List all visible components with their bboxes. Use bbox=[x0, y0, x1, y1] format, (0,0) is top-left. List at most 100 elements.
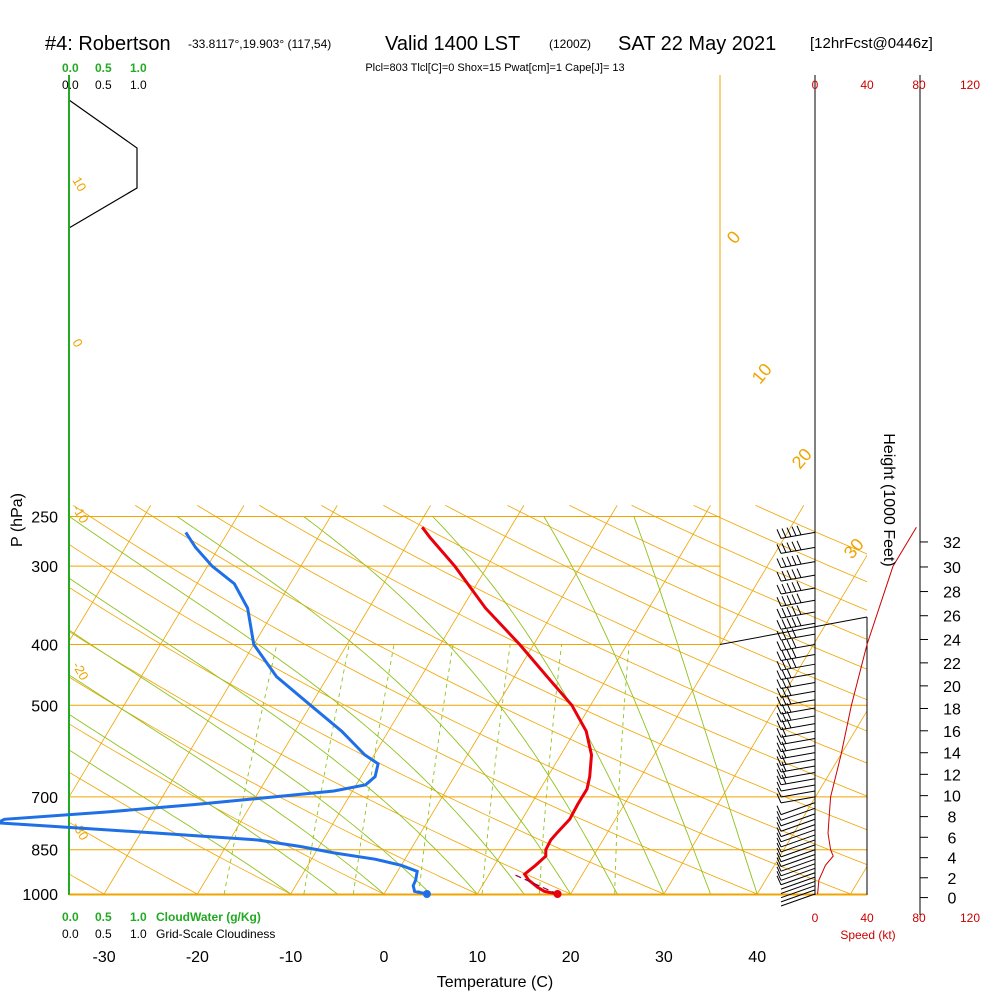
cloudiness-label: Grid-Scale Cloudiness bbox=[156, 927, 275, 941]
wind-barb-feather bbox=[776, 811, 782, 821]
cloudwater-scale-bottom: 0.5 bbox=[95, 910, 112, 924]
wind-barb bbox=[780, 863, 816, 877]
cloudiness-scale-top: 0.5 bbox=[95, 78, 112, 92]
wind-barb-feather bbox=[791, 594, 797, 604]
moist-adiabat-line bbox=[69, 516, 525, 895]
right-y-axis-title: Height (1000 Feet) bbox=[880, 433, 897, 566]
theta-line bbox=[569, 505, 867, 640]
wind-barb bbox=[780, 844, 816, 858]
wind-barb-feather bbox=[786, 659, 792, 669]
wind-barb-feather bbox=[781, 583, 787, 594]
isotherm-label: 30 bbox=[840, 534, 868, 562]
cloudiness-scale-bottom: 0.5 bbox=[95, 927, 112, 941]
moist-adiabat-line bbox=[543, 516, 711, 895]
wind-barb bbox=[780, 707, 816, 715]
wind-barb-feather bbox=[781, 650, 787, 660]
wind-barb bbox=[780, 807, 816, 821]
wind-barb-feather bbox=[776, 775, 782, 785]
pressure-grid bbox=[68, 75, 868, 895]
wind-barb-feather bbox=[786, 607, 792, 617]
theta-line bbox=[69, 543, 761, 895]
wind-barb-feather bbox=[781, 660, 787, 670]
wind-barb-feather bbox=[776, 704, 782, 715]
wind-barb-feather bbox=[796, 568, 802, 578]
isotherm-label: -30 bbox=[69, 819, 91, 843]
isotherm-label: 10 bbox=[69, 174, 89, 194]
dry-adiabat-grid bbox=[69, 516, 758, 895]
wind-barb bbox=[780, 790, 816, 798]
wind-barb-feather bbox=[796, 554, 802, 565]
cloudwater-scale-bottom: 1.0 bbox=[130, 910, 147, 924]
wind-barb bbox=[780, 587, 816, 595]
wind-barb-feather bbox=[786, 677, 792, 687]
wind-barb-feather bbox=[786, 542, 792, 552]
temperature-tick-label: -30 bbox=[93, 949, 116, 966]
isotherm-label: -10 bbox=[69, 502, 91, 526]
wind-barb bbox=[780, 818, 816, 832]
wind-barb bbox=[780, 663, 816, 671]
pressure-tick-label: 500 bbox=[31, 698, 58, 715]
wind-barb-feather bbox=[781, 678, 787, 688]
wind-barb bbox=[780, 824, 816, 838]
height-tick-label: 12 bbox=[943, 767, 961, 784]
cloudiness-scale-top: 1.0 bbox=[130, 78, 147, 92]
wind-barb bbox=[780, 813, 816, 827]
wind-barb-feather bbox=[776, 571, 782, 582]
moist-adiabat-line bbox=[69, 629, 431, 895]
wind-barb-feather bbox=[776, 742, 782, 752]
scale-labels: 0.0 0.0 0.0 0.0 0.5 0.5 0.5 0.5 1.0 1.0 1.0 1.0 Clou… bbox=[62, 61, 980, 942]
wind-barb-feather bbox=[776, 544, 782, 554]
wind-barb-feather bbox=[776, 787, 782, 798]
isotherm-label: 0 bbox=[69, 336, 86, 350]
cloudwater-scale-top: 0.5 bbox=[95, 61, 112, 75]
title-date: SAT 22 May 2021 bbox=[618, 33, 776, 55]
title-fcst: [12hrFcst@0446z] bbox=[810, 35, 933, 52]
isotherm-line bbox=[849, 865, 867, 895]
wind-barb-feather bbox=[776, 857, 782, 867]
wind-barb-feather bbox=[786, 668, 792, 678]
wind-barb-feather bbox=[776, 861, 782, 872]
height-tick-label: 18 bbox=[943, 702, 961, 719]
wind-barb-feather bbox=[776, 781, 782, 792]
wind-barb-feather bbox=[776, 762, 782, 773]
theta-line bbox=[73, 505, 855, 895]
wind-barb-feather bbox=[796, 525, 802, 536]
wind-barb-feather bbox=[781, 570, 787, 581]
cloudiness-scale-bottom: 1.0 bbox=[130, 927, 147, 941]
cloudwater-scale-bottom: 0.0 bbox=[62, 910, 79, 924]
wind-barb bbox=[780, 654, 816, 662]
wind-barb-feather bbox=[776, 793, 782, 804]
wind-barb-feather bbox=[791, 555, 797, 566]
theta-line bbox=[69, 586, 668, 895]
wind-barb-feather bbox=[791, 569, 797, 579]
wind-barb-feather bbox=[786, 686, 792, 696]
wind-barb-feather bbox=[791, 658, 797, 668]
pressure-tick-label: 250 bbox=[31, 510, 58, 527]
height-tick-label: 2 bbox=[948, 871, 957, 888]
wind-barb-feather bbox=[776, 847, 782, 858]
wind-barb-feather bbox=[786, 527, 792, 537]
theta-line bbox=[69, 771, 294, 895]
mixing-ratio-label: 20 bbox=[602, 895, 623, 916]
wind-barb bbox=[780, 611, 816, 619]
wind-barb-feather bbox=[781, 669, 787, 679]
wind-barb bbox=[780, 893, 816, 907]
wind-barb-feather bbox=[781, 543, 787, 553]
wind-barb-feather bbox=[776, 608, 782, 619]
wind-barb-feather bbox=[791, 617, 797, 627]
temperature-profile bbox=[421, 526, 594, 896]
wind-barb bbox=[780, 771, 816, 779]
wind-barb-feather bbox=[781, 557, 787, 567]
mixing-ratio-label: 3 bbox=[341, 901, 357, 916]
wind-barb-feather bbox=[776, 558, 782, 568]
wind-barb-feather bbox=[776, 728, 782, 738]
moist-adiabat-line bbox=[303, 516, 618, 895]
height-tick-label: 8 bbox=[948, 810, 957, 827]
wind-speed-scale-bottom: 40 bbox=[860, 911, 874, 925]
wind-barb-feather bbox=[781, 748, 787, 758]
wind-barb-feather bbox=[791, 628, 797, 638]
wind-barb bbox=[780, 829, 816, 843]
wind-barb bbox=[780, 715, 816, 723]
